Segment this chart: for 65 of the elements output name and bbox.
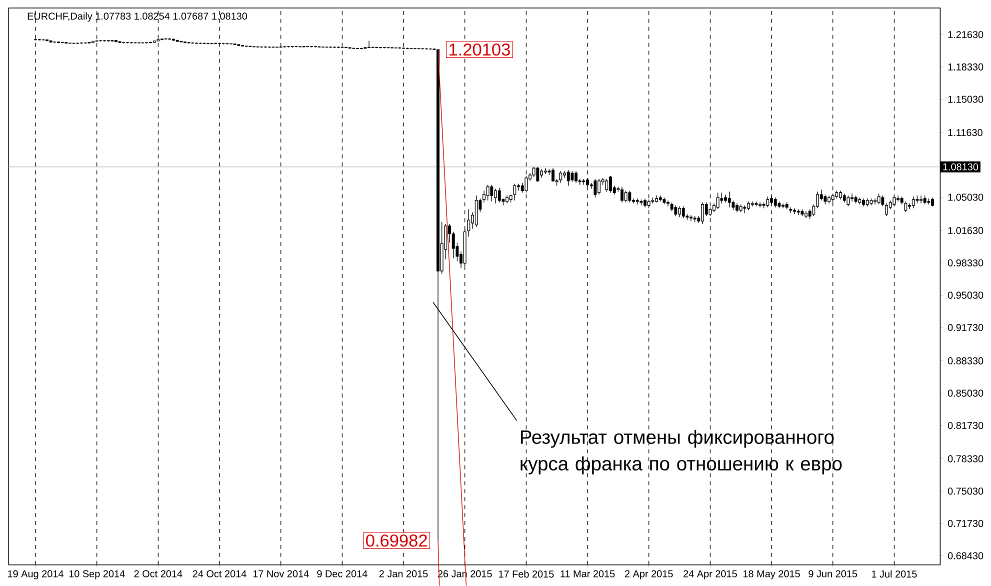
candlestick <box>850 193 854 202</box>
x-tick-label: 17 Nov 2014 <box>253 570 309 578</box>
y-tick-label: 0.91730 <box>948 324 984 332</box>
y-tick-label: 0.81730 <box>948 422 984 430</box>
candlestick <box>563 170 566 178</box>
candlestick <box>482 190 486 203</box>
candlestick <box>736 203 739 213</box>
x-tick-label: 2 Apr 2015 <box>624 570 673 580</box>
chart-title: EURCHF,Daily 1.07783 1.08254 1.07687 1.08130 <box>28 12 248 22</box>
candlestick <box>747 201 750 211</box>
candlestick <box>701 202 704 224</box>
candlestick <box>644 198 647 208</box>
y-tick-label: 0.88330 <box>948 357 984 364</box>
candlestick <box>828 195 831 204</box>
candlestick <box>804 210 808 219</box>
y-tick-label: 1.05030 <box>948 194 984 201</box>
candlestick <box>368 40 371 48</box>
y-tick-label: 0.98330 <box>948 259 984 266</box>
candlestick <box>724 194 728 203</box>
candlestick <box>506 195 509 204</box>
x-tick-label: 17 Feb 2015 <box>498 570 554 578</box>
candlestick <box>896 195 900 202</box>
y-tick-label: 0.75030 <box>948 488 984 495</box>
x-tick-label: 2 Jan 2015 <box>379 570 428 578</box>
x-tick-label: 18 May 2015 <box>743 570 800 580</box>
y-tick-label: 1.11630 <box>948 129 982 136</box>
x-tick-label: 1 Jul 2015 <box>872 570 917 578</box>
candlestick <box>540 168 544 178</box>
candlestick <box>862 198 866 207</box>
annotation: 1.20103 <box>450 44 510 56</box>
x-tick-label: 11 Mar 2015 <box>560 570 615 578</box>
candlestick <box>678 206 682 218</box>
candlestick <box>620 186 624 203</box>
annotation: Результат отмены фиксированного курса франка по отношению к евро <box>520 430 842 474</box>
candlestick <box>586 178 590 188</box>
candlestick <box>874 198 877 205</box>
candlestick <box>770 196 774 205</box>
candlestick <box>552 168 555 182</box>
candlestick <box>931 197 934 207</box>
candlestick <box>655 195 658 203</box>
x-tick-label: 9 Jun 2015 <box>808 570 858 578</box>
candlestick <box>609 176 612 194</box>
candlestick <box>885 203 888 217</box>
y-tick-label: 1.21630 <box>948 31 984 38</box>
candlestick <box>839 190 842 200</box>
y-tick-label: 1.01630 <box>948 227 984 234</box>
x-tick-label: 10 Sep 2014 <box>69 570 125 580</box>
y-tick-label: 0.78330 <box>948 455 984 462</box>
y-tick-label: 1.18330 <box>948 64 984 71</box>
ref-line-label: 1.08130 <box>943 163 978 170</box>
x-tick-label: 9 Dec 2014 <box>317 570 368 578</box>
y-tick-label: 0.71730 <box>948 520 984 528</box>
y-tick-label: 0.68430 <box>948 552 984 560</box>
candlestick <box>598 178 601 196</box>
y-tick-label: 1.15030 <box>948 96 984 103</box>
x-tick-label: 24 Apr 2015 <box>684 570 737 580</box>
candlestick <box>574 170 578 184</box>
x-tick-label: 19 Aug 2014 <box>8 570 64 580</box>
y-tick-label: 0.85030 <box>948 390 984 397</box>
x-tick-label: 2 Oct 2014 <box>134 570 182 578</box>
x-tick-label: 24 Oct 2014 <box>192 570 246 578</box>
y-tick-label: 0.95030 <box>948 292 984 299</box>
annotation: 0.69982 <box>366 534 427 547</box>
candlestick <box>920 195 923 204</box>
candlestick <box>494 188 498 204</box>
